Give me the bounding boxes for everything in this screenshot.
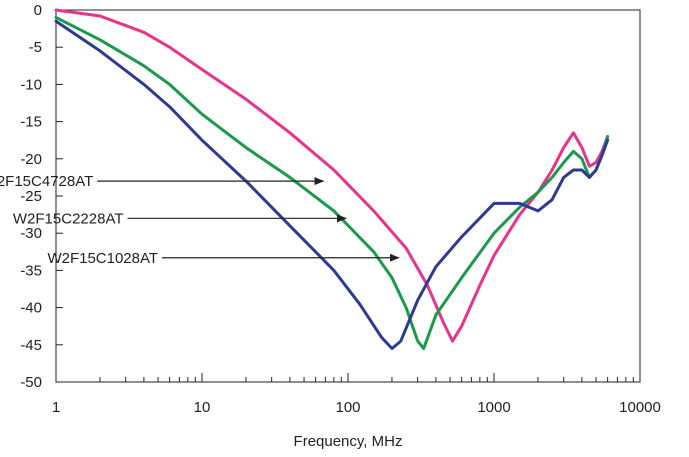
y-tick-label: -15 — [20, 114, 42, 131]
x-tick-label: 1 — [52, 399, 60, 416]
x-axis-label: Frequency, MHz — [294, 433, 403, 450]
y-tick-label: -20 — [20, 151, 42, 168]
y-tick-label: -30 — [20, 225, 42, 242]
y-tick-label: -35 — [20, 262, 42, 279]
y-tick-label: -40 — [20, 300, 42, 317]
x-tick-label: 10 — [194, 399, 211, 416]
y-tick-label: -5 — [29, 39, 42, 56]
y-tick-label: -45 — [20, 337, 42, 354]
y-tick-label: -25 — [20, 188, 42, 205]
x-tick-label: 10000 — [619, 399, 661, 416]
y-tick-label: 0 — [34, 2, 42, 19]
x-tick-label: 100 — [335, 399, 360, 416]
y-tick-label: -10 — [20, 76, 42, 93]
series-annotation-label: W2F15C2228AT — [13, 210, 124, 227]
series-annotation-label: W2F15C1028AT — [47, 250, 158, 267]
series-annotation-label: W2F15C4728AT — [0, 173, 93, 190]
x-tick-label: 1000 — [477, 399, 510, 416]
y-tick-label: -50 — [20, 374, 42, 391]
